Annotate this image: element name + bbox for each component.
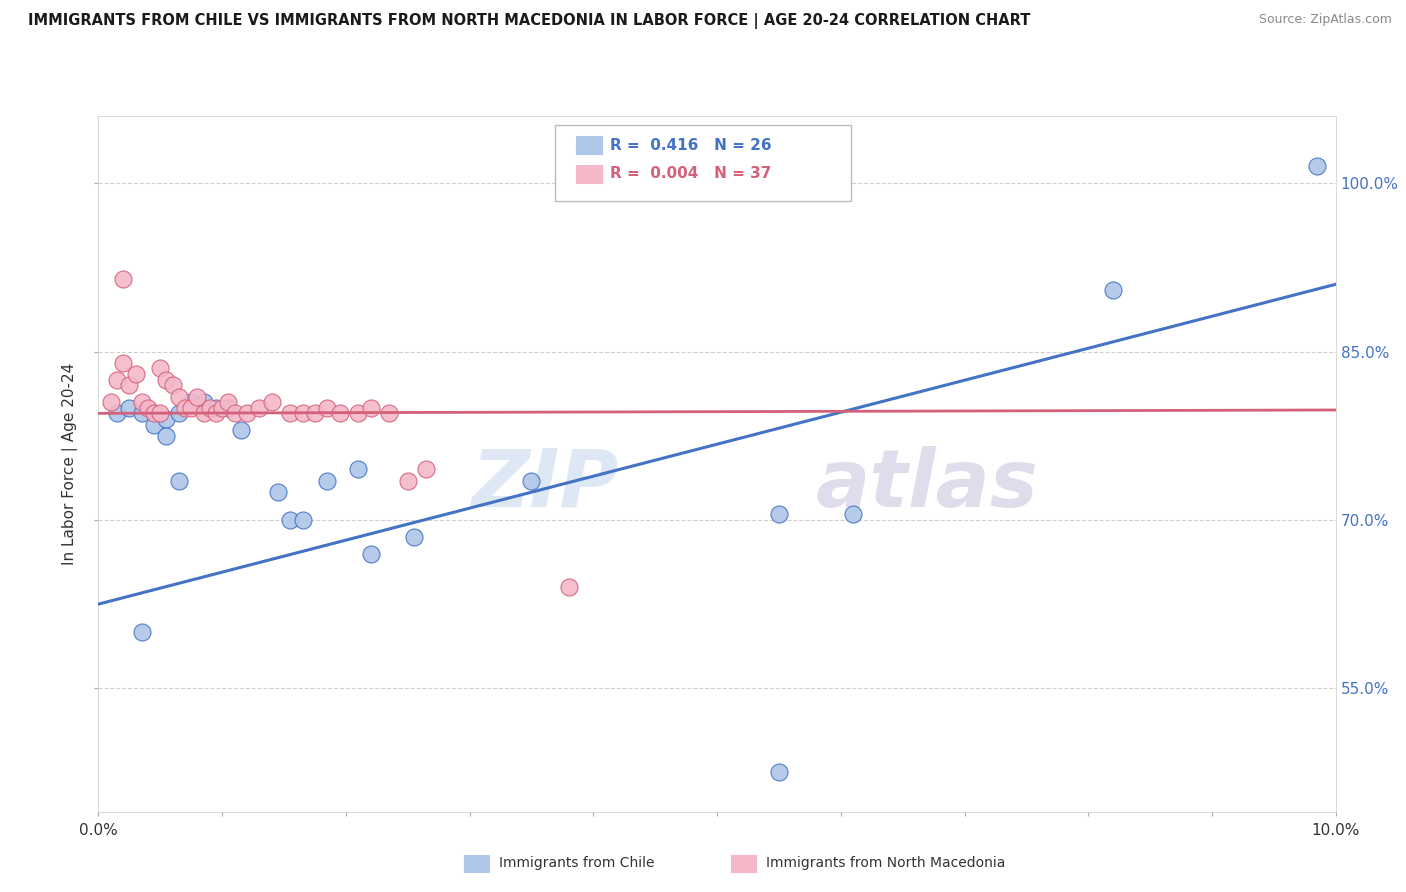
Point (186, 390, 208, 404)
Point (396, 474, 419, 488)
Point (149, 406, 172, 420)
Text: R =  0.416   N = 26: R = 0.416 N = 26 (610, 138, 772, 153)
Point (842, 508, 865, 522)
Point (378, 406, 401, 420)
Point (180, 401, 202, 415)
Point (557, 580, 579, 594)
Point (236, 406, 259, 420)
Point (217, 395, 239, 409)
Point (180, 395, 202, 409)
Y-axis label: In Labor Force | Age 20-24: In Labor Force | Age 20-24 (62, 363, 79, 565)
Text: Source: ZipAtlas.com: Source: ZipAtlas.com (1258, 13, 1392, 27)
Point (174, 401, 197, 415)
Point (131, 406, 153, 420)
Point (100, 395, 122, 409)
Point (118, 378, 141, 392)
Text: ZIP: ZIP (471, 446, 619, 524)
Point (1102, 283, 1125, 297)
Point (124, 367, 146, 381)
Point (347, 406, 370, 420)
Point (224, 406, 246, 420)
Text: IMMIGRANTS FROM CHILE VS IMMIGRANTS FROM NORTH MACEDONIA IN LABOR FORCE | AGE 20: IMMIGRANTS FROM CHILE VS IMMIGRANTS FROM… (28, 13, 1031, 29)
Point (360, 401, 382, 415)
Point (155, 373, 177, 387)
Point (360, 547, 382, 561)
Point (162, 378, 184, 392)
Point (316, 474, 339, 488)
Point (229, 423, 252, 437)
Point (131, 395, 153, 409)
Text: Immigrants from Chile: Immigrants from Chile (499, 856, 655, 871)
Text: R =  0.004   N = 37: R = 0.004 N = 37 (610, 167, 772, 181)
Point (211, 401, 233, 415)
Text: atlas: atlas (815, 446, 1039, 524)
Point (205, 401, 228, 415)
Point (112, 356, 135, 370)
Point (329, 406, 352, 420)
Point (149, 361, 172, 376)
Point (768, 508, 790, 522)
Point (291, 513, 314, 527)
Point (347, 462, 370, 476)
Point (267, 484, 290, 499)
Point (205, 406, 228, 420)
Point (520, 474, 543, 488)
Point (193, 395, 215, 409)
Point (105, 406, 128, 420)
Point (304, 406, 326, 420)
Point (291, 406, 314, 420)
Point (1306, 160, 1329, 174)
Text: Immigrants from North Macedonia: Immigrants from North Macedonia (766, 856, 1005, 871)
Point (136, 401, 159, 415)
Point (260, 395, 283, 409)
Point (247, 401, 270, 415)
Point (155, 412, 177, 426)
Point (768, 765, 790, 780)
Point (193, 406, 215, 420)
Point (198, 401, 221, 415)
Point (167, 406, 190, 420)
Point (155, 429, 177, 443)
Point (167, 474, 190, 488)
Point (118, 401, 141, 415)
Point (217, 401, 239, 415)
Point (131, 625, 153, 640)
Point (415, 462, 437, 476)
Point (316, 401, 339, 415)
Point (143, 417, 166, 432)
Point (143, 406, 166, 420)
Point (167, 390, 190, 404)
Point (278, 513, 301, 527)
Point (105, 373, 128, 387)
Point (278, 406, 301, 420)
Point (402, 530, 425, 544)
Point (112, 271, 135, 285)
